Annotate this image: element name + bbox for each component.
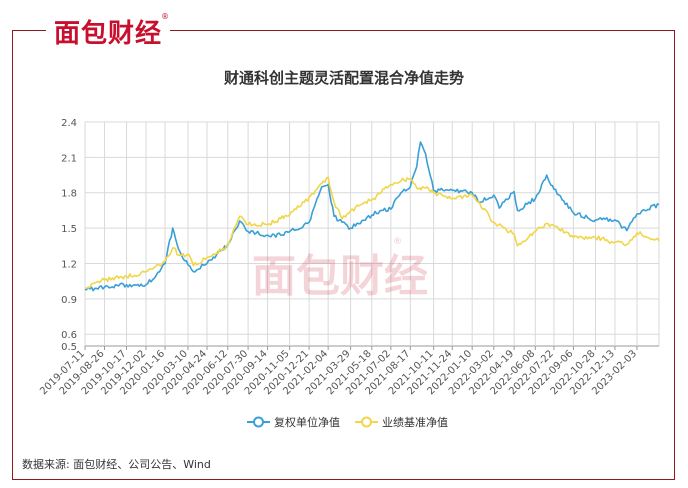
brand-logo-text: 面包财经: [54, 18, 163, 49]
data-source-note: 数据来源: 面包财经、公司公告、Wind: [22, 458, 211, 471]
series-line-1: [85, 176, 660, 289]
x-axis: 2019-07-112019-08-262019-10-172019-12-02…: [38, 348, 639, 397]
legend-marker-benchmark: [361, 416, 372, 428]
brand-logo: 面包财经 ®: [46, 12, 171, 49]
y-tick-label: 2.1: [61, 153, 77, 164]
legend-label-nav: 复权单位净值: [274, 415, 340, 429]
chart-frame: [12, 30, 675, 480]
legend-label-benchmark: 业绩基准净值: [382, 415, 448, 429]
chart-title: 财通科创主题灵活配置混合净值走势: [223, 69, 464, 87]
grid-layer: [84, 121, 660, 350]
y-tick-label: 1.8: [61, 189, 77, 200]
y-tick-label: 0.5: [61, 342, 77, 353]
watermark: 面包财经 ®: [252, 237, 428, 302]
y-axis: 0.50.6 0.9 1.2 1.5 1.8 2.1 2.4: [61, 118, 77, 353]
legend: 复权单位净值 业绩基准净值: [247, 415, 448, 429]
legend-item-benchmark[interactable]: 业绩基准净值: [355, 415, 448, 429]
legend-marker-nav: [253, 416, 264, 428]
series-line-0: [84, 141, 660, 292]
y-tick-label: 2.4: [61, 118, 77, 129]
watermark-reg-mark: ®: [393, 237, 402, 247]
y-tick-label: 0.6: [61, 330, 77, 341]
y-tick-label: 1.2: [61, 259, 77, 270]
series-layer: [84, 141, 660, 292]
legend-item-nav[interactable]: 复权单位净值: [247, 415, 340, 429]
registered-mark: ®: [161, 12, 170, 21]
y-tick-label: 1.5: [61, 224, 77, 235]
y-tick-label: 0.9: [61, 295, 77, 306]
watermark-text: 面包财经: [252, 251, 428, 302]
